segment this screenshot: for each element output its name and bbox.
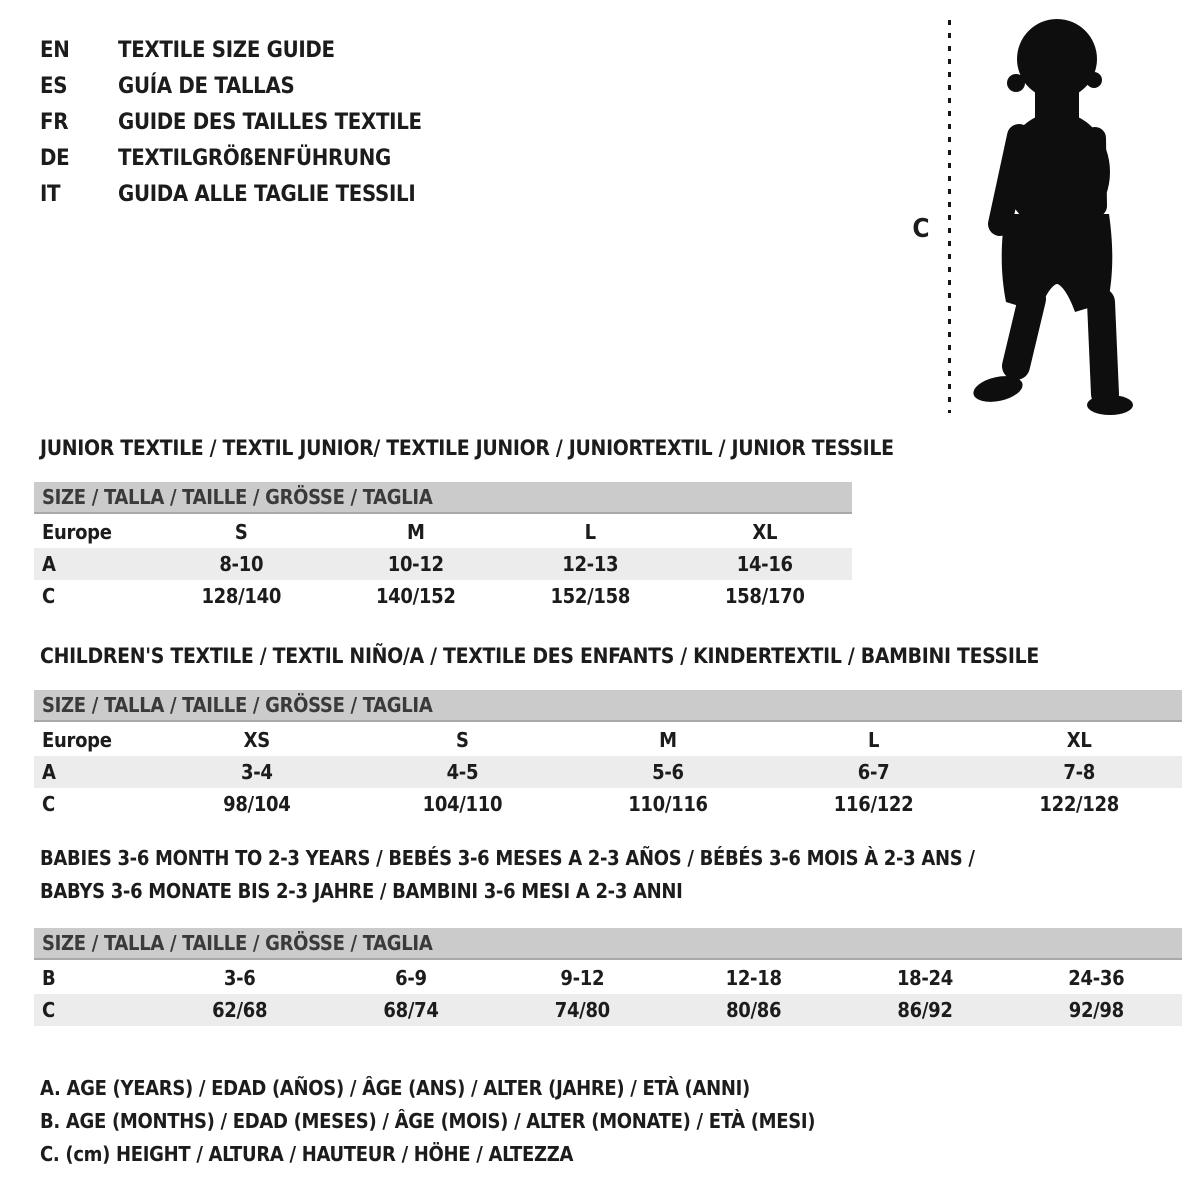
size-header-label: SIZE / TALLA / TAILLE / GRÖSSE / TAGLIA xyxy=(42,485,433,509)
language-label: TEXTILE SIZE GUIDE xyxy=(118,37,335,63)
table-row: A 3-4 4-5 5-6 6-7 7-8 xyxy=(34,756,1182,788)
size-value-cell: 5-6 xyxy=(652,760,684,784)
row-label: Europe xyxy=(42,728,112,752)
language-code: IT xyxy=(40,181,61,207)
table-row: C 62/68 68/74 74/80 80/86 86/92 92/98 xyxy=(34,994,1182,1026)
babies-heading-line1: BABIES 3-6 MONTH TO 2-3 YEARS / BEBÉS 3-… xyxy=(40,846,975,870)
size-value-cell: XL xyxy=(1066,728,1092,752)
table-row: Europe S M L XL xyxy=(34,516,852,548)
section-heading-babies: BABIES 3-6 MONTH TO 2-3 YEARS / BEBÉS 3-… xyxy=(40,842,975,908)
language-label: TEXTILGRÖßENFÜHRUNG xyxy=(118,145,391,171)
size-value-cell: 158/170 xyxy=(724,584,805,608)
junior-size-table: SIZE / TALLA / TAILLE / GRÖSSE / TAGLIA … xyxy=(34,482,852,612)
size-header-label: SIZE / TALLA / TAILLE / GRÖSSE / TAGLIA xyxy=(42,931,433,955)
babies-heading-line2: BABYS 3-6 MONATE BIS 2-3 JAHRE / BAMBINI… xyxy=(40,879,683,903)
size-value-cell: 18-24 xyxy=(896,966,953,990)
size-value-cell: 86/92 xyxy=(897,998,953,1022)
language-label: GUIDE DES TAILLES TEXTILE xyxy=(118,109,422,135)
language-code: EN xyxy=(40,37,70,63)
row-label: C xyxy=(42,792,55,816)
size-value-cell: 8-10 xyxy=(219,552,264,576)
language-row: DE TEXTILGRÖßENFÜHRUNG xyxy=(40,140,422,176)
babies-size-table: SIZE / TALLA / TAILLE / GRÖSSE / TAGLIA … xyxy=(34,928,1182,1026)
row-label: B xyxy=(42,966,56,990)
size-value-cell: 9-12 xyxy=(560,966,605,990)
language-code: ES xyxy=(40,73,68,99)
children-size-table: SIZE / TALLA / TAILLE / GRÖSSE / TAGLIA … xyxy=(34,690,1182,820)
measure-label-c: C xyxy=(912,214,930,244)
size-value-cell: 104/110 xyxy=(422,792,503,816)
size-header-label: SIZE / TALLA / TAILLE / GRÖSSE / TAGLIA xyxy=(42,693,433,717)
table-row: C 128/140 140/152 152/158 158/170 xyxy=(34,580,852,612)
size-value-cell: 128/140 xyxy=(201,584,282,608)
size-value-cell: S xyxy=(234,520,248,544)
size-value-cell: XL xyxy=(752,520,778,544)
size-value-cell: 98/104 xyxy=(223,792,291,816)
size-header-bar: SIZE / TALLA / TAILLE / GRÖSSE / TAGLIA xyxy=(34,928,1182,960)
size-value-cell: 3-4 xyxy=(240,760,273,784)
size-value-cell: 6-9 xyxy=(395,966,427,990)
size-value-cell: 68/74 xyxy=(383,998,439,1022)
language-list: EN TEXTILE SIZE GUIDE ES GUÍA DE TALLAS … xyxy=(40,32,422,212)
section-heading-children: CHILDREN'S TEXTILE / TEXTIL NIÑO/A / TEX… xyxy=(40,644,1039,668)
row-label: A xyxy=(42,760,56,784)
language-label: GUIDA ALLE TAGLIE TESSILI xyxy=(118,181,416,207)
height-measure-dashed-line xyxy=(948,20,951,413)
size-header-bar: SIZE / TALLA / TAILLE / GRÖSSE / TAGLIA xyxy=(34,482,852,514)
size-value-cell: 6-7 xyxy=(857,760,890,784)
table-row: A 8-10 10-12 12-13 14-16 xyxy=(34,548,852,580)
size-value-cell: 74/80 xyxy=(554,998,610,1022)
size-value-cell: 24-36 xyxy=(1068,966,1125,990)
language-row: IT GUIDA ALLE TAGLIE TESSILI xyxy=(40,176,422,212)
size-value-cell: 80/86 xyxy=(726,998,782,1022)
size-value-cell: L xyxy=(867,728,880,752)
size-value-cell: L xyxy=(584,520,596,544)
row-label: C xyxy=(42,584,55,608)
legend-line-c: C. (cm) HEIGHT / ALTURA / HAUTEUR / HÖHE… xyxy=(40,1142,574,1166)
row-label: Europe xyxy=(42,520,112,544)
size-value-cell: 14-16 xyxy=(736,552,793,576)
legend-line-a: A. AGE (YEARS) / EDAD (AÑOS) / ÂGE (ANS)… xyxy=(40,1076,750,1100)
section-heading-junior: JUNIOR TEXTILE / TEXTIL JUNIOR/ TEXTILE … xyxy=(40,436,894,460)
language-row: EN TEXTILE SIZE GUIDE xyxy=(40,32,422,68)
row-label: A xyxy=(42,552,56,576)
size-value-cell: 4-5 xyxy=(446,760,479,784)
size-value-cell: 62/68 xyxy=(212,998,268,1022)
size-value-cell: 12-18 xyxy=(725,966,782,990)
size-value-cell: M xyxy=(659,728,677,752)
size-value-cell: 7-8 xyxy=(1063,760,1095,784)
language-code: DE xyxy=(40,145,70,171)
size-value-cell: 10-12 xyxy=(387,552,444,576)
size-value-cell: M xyxy=(406,520,425,544)
language-label: GUÍA DE TALLAS xyxy=(118,73,295,99)
size-value-cell: 92/98 xyxy=(1068,998,1124,1022)
toddler-silhouette-icon xyxy=(973,19,1133,415)
language-row: ES GUÍA DE TALLAS xyxy=(40,68,422,104)
size-header-bar: SIZE / TALLA / TAILLE / GRÖSSE / TAGLIA xyxy=(34,690,1182,722)
size-value-cell: 12-13 xyxy=(562,552,619,576)
language-row: FR GUIDE DES TAILLES TEXTILE xyxy=(40,104,422,140)
size-value-cell: 3-6 xyxy=(223,966,256,990)
size-value-cell: XS xyxy=(243,728,271,752)
legend-line-b: B. AGE (MONTHS) / EDAD (MESES) / ÂGE (MO… xyxy=(40,1109,816,1133)
size-value-cell: 122/128 xyxy=(1039,792,1119,816)
table-row: C 98/104 104/110 110/116 116/122 122/128 xyxy=(34,788,1182,820)
size-value-cell: 140/152 xyxy=(375,584,456,608)
legend: A. AGE (YEARS) / EDAD (AÑOS) / ÂGE (ANS)… xyxy=(40,1072,816,1171)
table-row: B 3-6 6-9 9-12 12-18 18-24 24-36 xyxy=(34,962,1182,994)
size-value-cell: 110/116 xyxy=(628,792,708,816)
size-value-cell: 116/122 xyxy=(833,792,914,816)
size-value-cell: 152/158 xyxy=(550,584,631,608)
language-code: FR xyxy=(40,109,69,135)
table-row: Europe XS S M L XL xyxy=(34,724,1182,756)
row-label: C xyxy=(42,998,55,1022)
size-value-cell: S xyxy=(456,728,469,752)
